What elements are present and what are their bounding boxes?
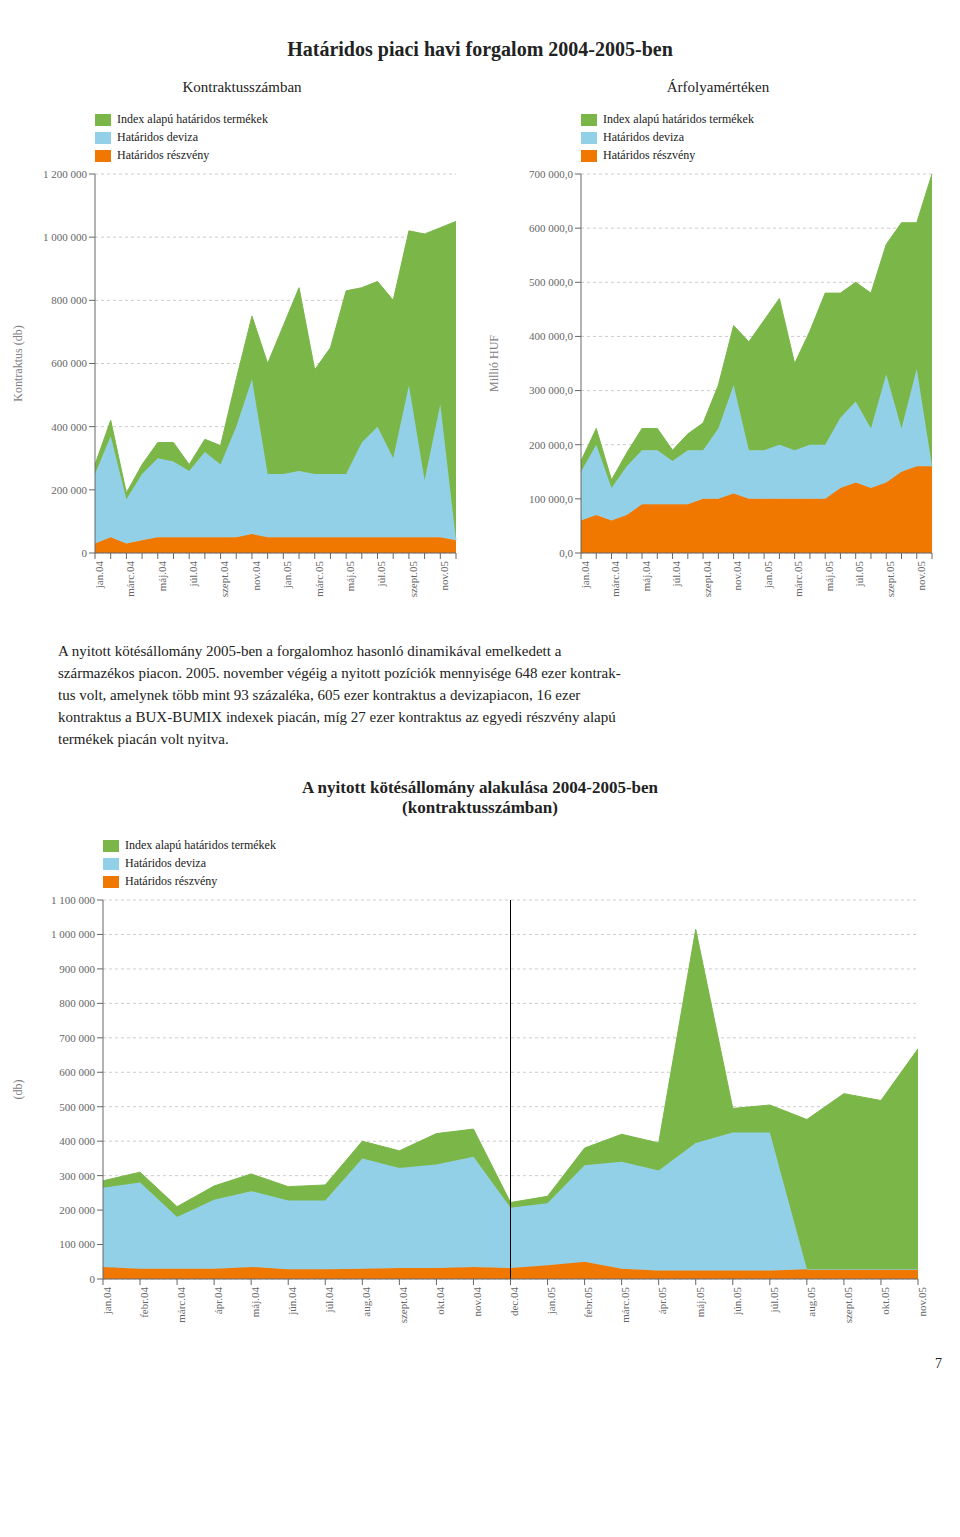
svg-text:700 000,0: 700 000,0 <box>529 168 574 180</box>
html-text:Határidos részvény: Határidos részvény <box>603 148 696 162</box>
svg-text:200 000: 200 000 <box>59 1204 95 1216</box>
html-text:termékek piacán volt nyitva.: termékek piacán volt nyitva. <box>58 731 229 747</box>
svg-text:jan.05: jan.05 <box>545 1287 557 1316</box>
svg-text:jan.05: jan.05 <box>281 561 293 590</box>
svg-text:nov.05: nov.05 <box>438 561 450 591</box>
svg-text:1 200 000: 1 200 000 <box>43 168 88 180</box>
svg-text:szept.04: szept.04 <box>397 1287 409 1324</box>
svg-text:Millió HUF: Millió HUF <box>487 335 501 392</box>
html-text:(kontraktusszámban): (kontraktusszámban) <box>402 798 558 817</box>
svg-text:okt.05: okt.05 <box>879 1287 891 1315</box>
svg-text:Kontraktus (db): Kontraktus (db) <box>11 325 25 401</box>
html-text:Index alapú határidos termékek: Index alapú határidos termékek <box>603 112 754 126</box>
html-text:tus volt, amelynek több mint 9: tus volt, amelynek több mint 93 százalék… <box>58 687 581 703</box>
svg-text:szept.05: szept.05 <box>842 1287 854 1324</box>
html-text:Határidos piaci havi forgalom: Határidos piaci havi forgalom 2004-2005-… <box>287 38 673 60</box>
svg-text:jún.04: jún.04 <box>286 1287 298 1316</box>
svg-text:márc.05: márc.05 <box>792 561 804 597</box>
svg-text:szept.05: szept.05 <box>407 561 419 598</box>
svg-text:júl.05: júl.05 <box>768 1287 780 1314</box>
svg-text:máj.05: máj.05 <box>344 561 356 592</box>
svg-text:nov.04: nov.04 <box>250 561 262 591</box>
svg-text:jún.05: jún.05 <box>731 1287 743 1316</box>
svg-text:aug.04: aug.04 <box>360 1287 372 1317</box>
svg-text:júl.04: júl.04 <box>670 561 682 588</box>
svg-text:600 000: 600 000 <box>51 357 87 369</box>
html-text:A nyitott kötésállomány alakul: A nyitott kötésállomány alakulása 2004-2… <box>302 778 658 797</box>
html-text:Határidos deviza: Határidos deviza <box>603 130 684 144</box>
svg-text:febr.04: febr.04 <box>138 1287 150 1318</box>
html-text:Határidos részvény: Határidos részvény <box>117 148 210 162</box>
svg-text:600 000: 600 000 <box>59 1066 95 1078</box>
svg-text:(db): (db) <box>11 1080 25 1100</box>
html-text:Kontraktusszámban: Kontraktusszámban <box>182 79 302 95</box>
svg-text:900 000: 900 000 <box>59 963 95 975</box>
svg-text:márc.04: márc.04 <box>124 561 136 597</box>
svg-text:400 000: 400 000 <box>51 421 87 433</box>
html-text:Árfolyamértéken: Árfolyamértéken <box>666 79 770 95</box>
svg-text:júl.05: júl.05 <box>854 561 866 588</box>
svg-text:máj.05: máj.05 <box>694 1287 706 1318</box>
svg-text:aug.05: aug.05 <box>805 1287 817 1317</box>
svg-text:júl.05: júl.05 <box>375 561 387 588</box>
svg-text:200 000,0: 200 000,0 <box>529 439 574 451</box>
svg-text:máj.05: máj.05 <box>823 561 835 592</box>
svg-text:szept.05: szept.05 <box>884 561 896 598</box>
svg-text:szept.04: szept.04 <box>218 561 230 598</box>
svg-text:jan.04: jan.04 <box>579 561 591 590</box>
svg-text:0,0: 0,0 <box>559 547 573 559</box>
html-text:Index alapú határidos termékek: Index alapú határidos termékek <box>125 838 276 852</box>
svg-text:máj.04: máj.04 <box>249 1287 261 1318</box>
svg-text:800 000: 800 000 <box>51 294 87 306</box>
svg-text:nov.05: nov.05 <box>916 1287 928 1317</box>
html-text:A nyitott kötésállomány 2005-b: A nyitott kötésállomány 2005-ben a forga… <box>58 643 562 659</box>
svg-text:500 000,0: 500 000,0 <box>529 276 574 288</box>
svg-text:nov.05: nov.05 <box>915 561 927 591</box>
svg-text:1 100 000: 1 100 000 <box>51 894 96 906</box>
html-text:Határidos részvény: Határidos részvény <box>125 874 218 888</box>
svg-text:0: 0 <box>82 547 88 559</box>
svg-text:100 000,0: 100 000,0 <box>529 493 574 505</box>
svg-text:nov.04: nov.04 <box>471 1287 483 1317</box>
svg-text:1 000 000: 1 000 000 <box>43 231 88 243</box>
svg-text:400 000,0: 400 000,0 <box>529 330 574 342</box>
svg-text:márc.04: márc.04 <box>175 1287 187 1323</box>
svg-text:júl.04: júl.04 <box>323 1287 335 1314</box>
svg-text:200 000: 200 000 <box>51 484 87 496</box>
svg-text:dec.04: dec.04 <box>508 1287 520 1317</box>
svg-text:300 000: 300 000 <box>59 1170 95 1182</box>
svg-text:jan.04: jan.04 <box>93 561 105 590</box>
svg-text:600 000,0: 600 000,0 <box>529 222 574 234</box>
svg-text:ápr.05: ápr.05 <box>656 1287 668 1315</box>
svg-text:máj.04: máj.04 <box>156 561 168 592</box>
svg-text:400 000: 400 000 <box>59 1135 95 1147</box>
html-text:Határidos deviza: Határidos deviza <box>117 130 198 144</box>
svg-text:márc.04: márc.04 <box>609 561 621 597</box>
svg-text:máj.04: máj.04 <box>640 561 652 592</box>
html-text:7: 7 <box>935 1356 942 1371</box>
svg-text:300 000,0: 300 000,0 <box>529 384 574 396</box>
svg-text:500 000: 500 000 <box>59 1101 95 1113</box>
svg-text:1 000 000: 1 000 000 <box>51 928 96 940</box>
svg-text:100 000: 100 000 <box>59 1238 95 1250</box>
svg-text:szept.04: szept.04 <box>701 561 713 598</box>
svg-text:jan.04: jan.04 <box>101 1287 113 1316</box>
svg-text:ápr.04: ápr.04 <box>212 1287 224 1315</box>
svg-text:800 000: 800 000 <box>59 997 95 1009</box>
svg-text:0: 0 <box>90 1273 96 1285</box>
svg-text:jan.05: jan.05 <box>762 561 774 590</box>
html-text:kontraktus a BUX-BUMIX indexek: kontraktus a BUX-BUMIX indexek piacán, m… <box>58 709 616 725</box>
svg-text:febr.05: febr.05 <box>582 1287 594 1318</box>
html-text:Index alapú határidos termékek: Index alapú határidos termékek <box>117 112 268 126</box>
svg-text:700 000: 700 000 <box>59 1032 95 1044</box>
html-text:származékos piacon. 2005. nove: származékos piacon. 2005. november végéi… <box>58 665 621 681</box>
svg-text:júl.04: júl.04 <box>187 561 199 588</box>
svg-text:nov.04: nov.04 <box>731 561 743 591</box>
svg-text:márc.05: márc.05 <box>313 561 325 597</box>
svg-text:márc.05: márc.05 <box>619 1287 631 1323</box>
svg-text:okt.04: okt.04 <box>434 1287 446 1315</box>
html-text:Határidos deviza: Határidos deviza <box>125 856 206 870</box>
